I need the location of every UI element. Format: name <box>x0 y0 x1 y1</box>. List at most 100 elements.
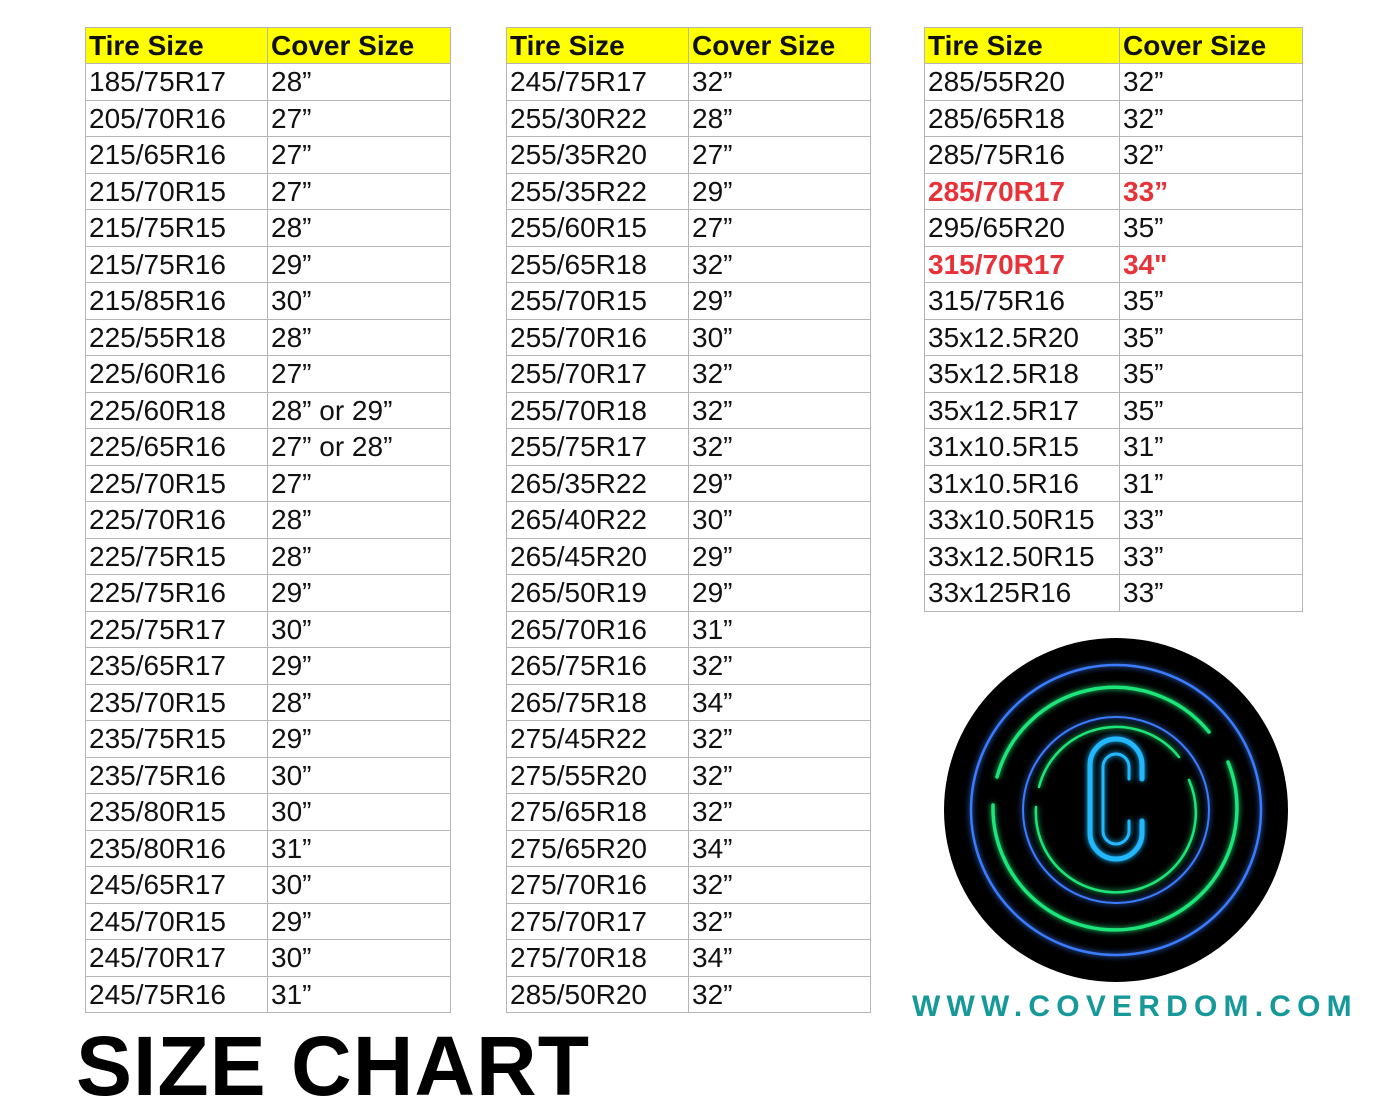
cover-size-cell: 28” <box>267 318 451 356</box>
table-row: 215/70R15 27” <box>85 172 451 210</box>
table-row: 255/30R22 28” <box>506 99 871 137</box>
table-row: 245/65R17 30” <box>85 866 451 904</box>
header-row: Tire Size Cover Size <box>924 27 1303 64</box>
cover-size-cell: 28” <box>267 63 451 101</box>
cover-size-cell: 35” <box>1119 209 1303 247</box>
cover-size-cell: 29” <box>688 282 871 320</box>
table-row: 265/75R18 34” <box>506 683 871 721</box>
table-row: 255/70R15 29” <box>506 282 871 320</box>
cover-size-cell: 30” <box>267 610 451 648</box>
cover-size-cell: 28” <box>267 537 451 575</box>
table-row: 285/75R16 32” <box>924 136 1303 174</box>
cover-size-cell: 32” <box>688 720 871 758</box>
table-row: 225/75R16 29” <box>85 574 451 612</box>
table-row: 255/70R18 32” <box>506 391 871 429</box>
tire-size-cell: 225/55R18 <box>85 318 268 356</box>
website-url[interactable]: WWW.COVERDOM.COM <box>912 990 1358 1023</box>
cover-size-cell: 29” <box>688 574 871 612</box>
green-inner-arc-bottom <box>1034 778 1197 894</box>
table-row: 255/65R18 32” <box>506 245 871 283</box>
cover-size-cell: 32” <box>688 355 871 393</box>
cover-size-cell: 27” <box>267 464 451 502</box>
cover-size-cell: 27” <box>267 99 451 137</box>
size-table-3: Tire Size Cover Size 285/55R20 32” 285/65R18… <box>924 27 1303 612</box>
letter-c-inner <box>1101 752 1131 846</box>
tire-size-cell: 255/70R17 <box>506 355 689 393</box>
cover-size-cell: 31” <box>267 829 451 867</box>
table-row: 185/75R17 28” <box>85 63 451 101</box>
cover-size-cell: 29” <box>267 574 451 612</box>
tire-size-cell: 235/70R15 <box>85 683 268 721</box>
tire-size-cell: 215/75R15 <box>85 209 268 247</box>
tire-size-cell: 255/75R17 <box>506 428 689 466</box>
cover-size-cell: 28” <box>267 683 451 721</box>
cover-size-cell: 32” <box>688 647 871 685</box>
table-row: 255/75R17 32” <box>506 428 871 466</box>
tire-size-cell: 35x12.5R20 <box>924 318 1120 356</box>
tire-size-cell: 235/75R15 <box>85 720 268 758</box>
cover-size-cell: 30” <box>267 756 451 794</box>
cover-size-cell: 30” <box>267 866 451 904</box>
tire-size-cell: 275/65R20 <box>506 829 689 867</box>
header-cover-size: Cover Size <box>267 27 451 64</box>
table-row: 215/85R16 30” <box>85 282 451 320</box>
table-row: 265/50R19 29” <box>506 574 871 612</box>
table-row: 265/75R16 32” <box>506 647 871 685</box>
table-row: 35x12.5R20 35” <box>924 318 1303 356</box>
table-row: 31x10.5R16 31” <box>924 464 1303 502</box>
tire-size-cell: 35x12.5R18 <box>924 355 1120 393</box>
cover-size-cell: 34” <box>688 939 871 977</box>
cover-size-cell: 32” <box>688 902 871 940</box>
tire-size-cell: 235/80R16 <box>85 829 268 867</box>
table-row: 275/70R18 34” <box>506 939 871 977</box>
cover-size-cell: 35” <box>1119 391 1303 429</box>
tire-size-cell: 275/45R22 <box>506 720 689 758</box>
table-row: 35x12.5R18 35” <box>924 355 1303 393</box>
table-row: 285/50R20 32” <box>506 975 871 1013</box>
tire-size-cell: 235/75R16 <box>85 756 268 794</box>
page-title: SIZE CHART <box>76 1019 590 1113</box>
table-row: 245/70R15 29” <box>85 902 451 940</box>
table-row: 275/45R22 32” <box>506 720 871 758</box>
table-row: 33x12.50R15 33” <box>924 537 1303 575</box>
tire-size-cell: 265/50R19 <box>506 574 689 612</box>
table-row: 265/45R20 29” <box>506 537 871 575</box>
tire-size-cell: 285/75R16 <box>924 136 1120 174</box>
table-row: 225/60R18 28” or 29” <box>85 391 451 429</box>
table-row: 225/75R15 28” <box>85 537 451 575</box>
tire-size-cell: 245/75R17 <box>506 63 689 101</box>
tire-size-cell: 285/65R18 <box>924 99 1120 137</box>
tire-size-cell: 185/75R17 <box>85 63 268 101</box>
table-row: 215/65R16 27” <box>85 136 451 174</box>
table-row: 265/35R22 29” <box>506 464 871 502</box>
table-row: 235/80R16 31” <box>85 829 451 867</box>
table-row: 255/35R20 27” <box>506 136 871 174</box>
tire-size-cell: 275/70R18 <box>506 939 689 977</box>
cover-size-cell: 30” <box>688 318 871 356</box>
cover-size-cell: 28” <box>688 99 871 137</box>
table-row: 235/75R15 29” <box>85 720 451 758</box>
tire-size-cell: 315/70R17 <box>924 245 1120 283</box>
tire-size-cell: 205/70R16 <box>85 99 268 137</box>
tire-size-cell: 255/70R15 <box>506 282 689 320</box>
table-row: 275/70R17 32” <box>506 902 871 940</box>
tire-size-cell: 225/75R15 <box>85 537 268 575</box>
cover-size-cell: 32” <box>688 793 871 831</box>
header-cover-size: Cover Size <box>1119 27 1303 64</box>
cover-size-cell: 29” <box>267 245 451 283</box>
table-row: 255/70R16 30” <box>506 318 871 356</box>
tire-size-cell: 215/70R15 <box>85 172 268 210</box>
table-row: 225/60R16 27” <box>85 355 451 393</box>
tire-size-cell: 265/35R22 <box>506 464 689 502</box>
table-row: 285/65R18 32” <box>924 99 1303 137</box>
cover-size-cell: 32” <box>688 756 871 794</box>
tire-size-cell: 275/55R20 <box>506 756 689 794</box>
cover-size-cell: 32” <box>688 428 871 466</box>
tire-size-cell: 245/70R15 <box>85 902 268 940</box>
cover-size-cell: 30” <box>267 282 451 320</box>
tire-size-cell: 225/65R16 <box>85 428 268 466</box>
cover-size-cell: 29” <box>267 720 451 758</box>
table-row: 33x125R16 33” <box>924 574 1303 612</box>
cover-size-cell: 32” <box>1119 136 1303 174</box>
tire-size-cell: 255/70R16 <box>506 318 689 356</box>
